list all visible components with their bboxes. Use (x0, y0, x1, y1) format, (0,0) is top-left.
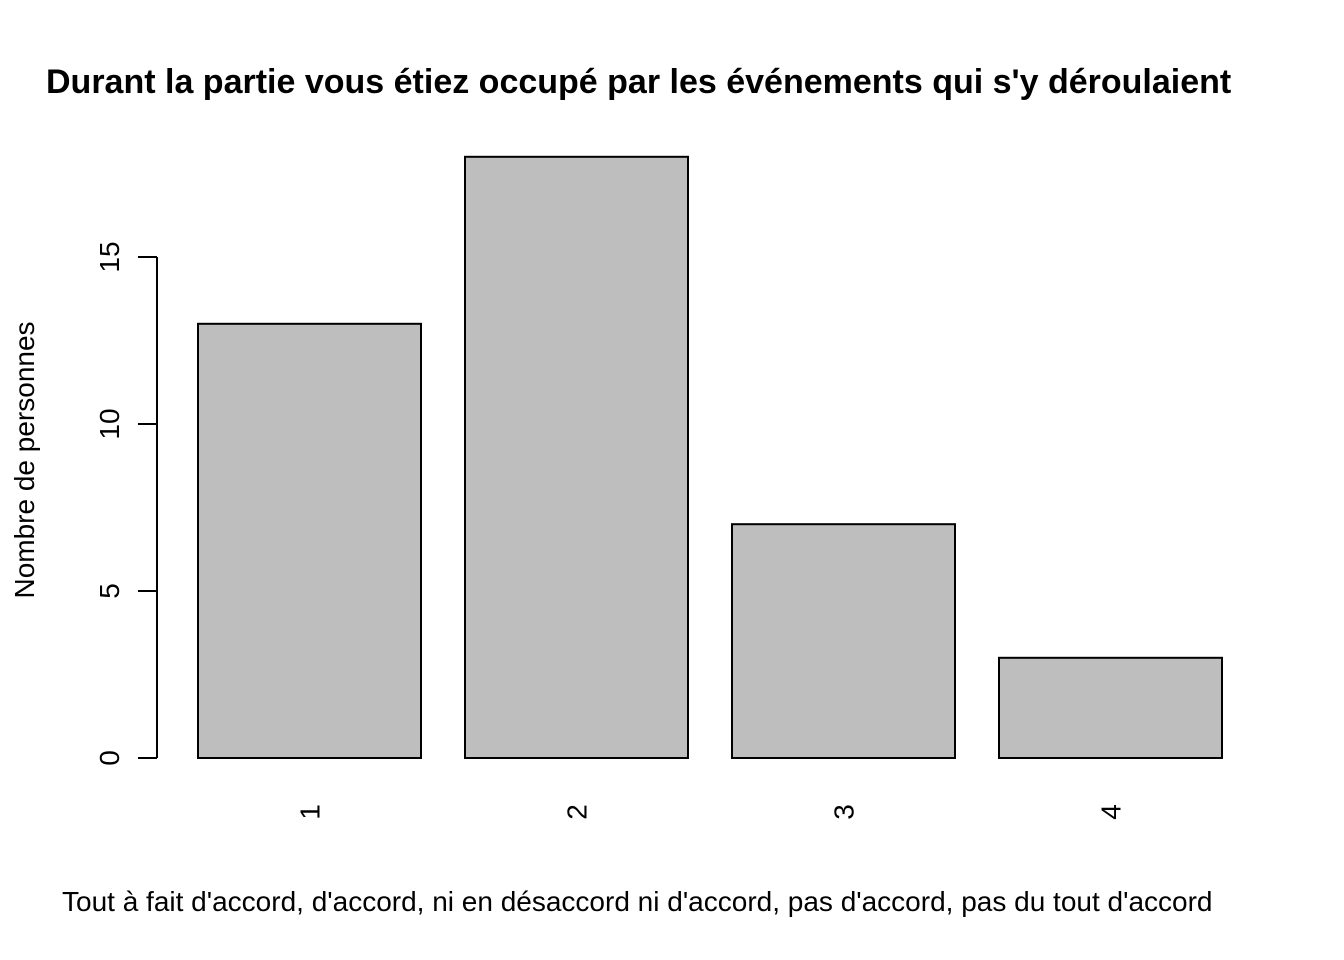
x-tick-labels: 1 2 3 4 (295, 804, 1127, 820)
y-axis: 0 5 10 15 (94, 241, 158, 766)
y-tick-label-5: 5 (94, 583, 125, 599)
chart-title: Durant la partie vous étiez occupé par l… (46, 63, 1231, 101)
y-tick-label-0: 0 (94, 750, 125, 766)
bar-1 (197, 322, 422, 759)
x-tick-label-4: 4 (1096, 804, 1127, 820)
bar-2 (464, 155, 689, 760)
bars-group (197, 155, 1223, 760)
bar-3 (731, 523, 956, 760)
x-axis-label: Tout à fait d'accord, d'accord, ni en dé… (62, 886, 1213, 917)
y-tick-label-10: 10 (94, 408, 125, 439)
bar-4 (998, 656, 1223, 759)
y-axis-label: Nombre de personnes (9, 321, 40, 598)
x-tick-label-2: 2 (562, 804, 593, 820)
x-tick-label-1: 1 (295, 804, 326, 820)
x-tick-label-3: 3 (829, 804, 860, 820)
y-tick-label-15: 15 (94, 241, 125, 272)
